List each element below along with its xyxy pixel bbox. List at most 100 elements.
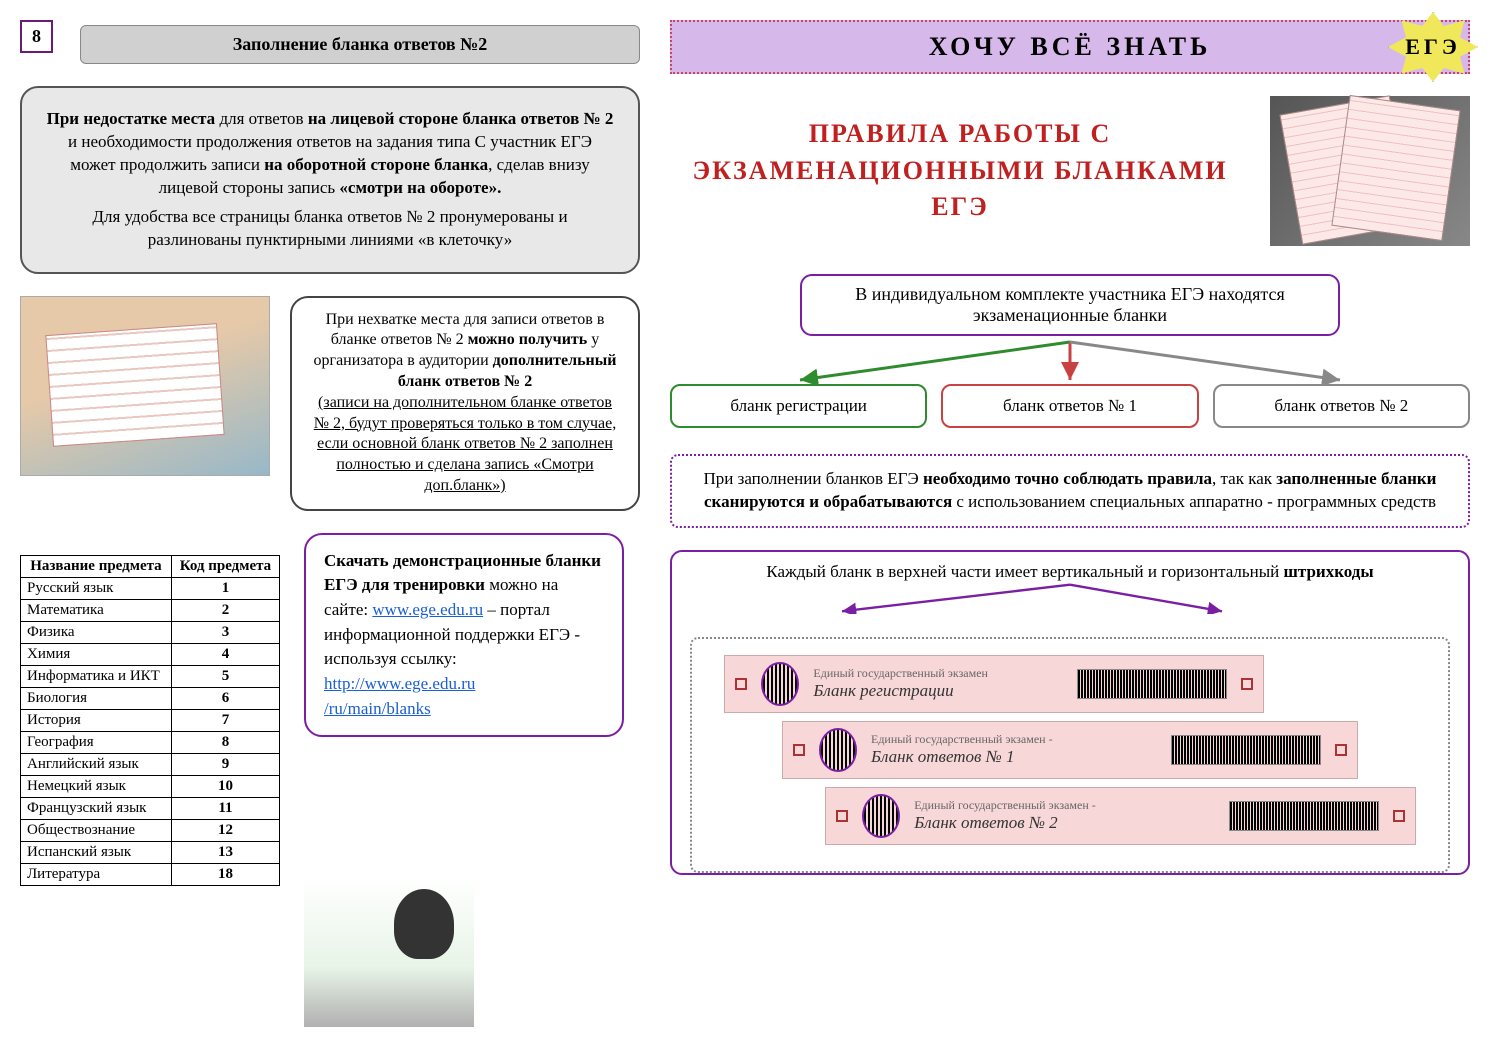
vertical-barcode (761, 662, 799, 706)
node-answers-1: бланк ответов № 1 (941, 384, 1198, 428)
blank-label: Единый государственный экзамен - Бланк о… (871, 732, 1157, 767)
hand-writing-photo (20, 296, 270, 476)
table-row: Немецкий язык10 (21, 775, 280, 797)
subject-code: 1 (171, 577, 279, 599)
blank-strip: Единый государственный экзамен - Бланк о… (825, 787, 1415, 845)
download-box: Скачать демонстрационные бланки ЕГЭ для … (304, 533, 624, 737)
table-row: Французский язык11 (21, 797, 280, 819)
subject-name: Литература (21, 863, 172, 885)
square-marker (793, 744, 805, 756)
text: (записи на дополнительном бланке ответов… (314, 394, 616, 494)
subject-name: Испанский язык (21, 841, 172, 863)
subject-code: 9 (171, 753, 279, 775)
text: на лицевой стороне бланка ответов № 2 (308, 109, 614, 128)
subject-name: Физика (21, 621, 172, 643)
page-number: 8 (20, 20, 53, 53)
subject-code: 4 (171, 643, 279, 665)
lilac-banner: ХОЧУ ВСЁ ЗНАТЬ ЕГЭ (670, 20, 1470, 74)
subject-code: 7 (171, 709, 279, 731)
subject-name: Математика (21, 599, 172, 621)
table-row: Английский язык9 (21, 753, 280, 775)
subject-name: История (21, 709, 172, 731)
subjects-table: Название предмета Код предмета Русский я… (20, 555, 280, 886)
rules-dotted-box: При заполнении бланков ЕГЭ необходимо то… (670, 454, 1470, 528)
text: можно получить (468, 331, 588, 348)
text: Скачать демонстрационные бланки ЕГЭ для … (324, 551, 601, 595)
subject-name: Обществознание (21, 819, 172, 841)
subject-name: География (21, 731, 172, 753)
ege-badge: ЕГЭ (1388, 12, 1478, 82)
table-row: История7 (21, 709, 280, 731)
table-row: Химия4 (21, 643, 280, 665)
right-main-title: ПРАВИЛА РАБОТЫ С ЭКЗАМЕНАЦИОННЫМИ БЛАНКА… (670, 116, 1250, 225)
tree-arrows (670, 340, 1470, 384)
vertical-barcode (862, 794, 900, 838)
table-row: Информатика и ИКТ5 (21, 665, 280, 687)
square-marker (1335, 744, 1347, 756)
barcode-section: Каждый бланк в верхней части имеет верти… (670, 550, 1470, 875)
table-row: География8 (21, 731, 280, 753)
subject-code: 6 (171, 687, 279, 709)
text: При заполнении бланков ЕГЭ (704, 469, 923, 488)
square-marker (836, 810, 848, 822)
text: необходимо точно соблюдать правила (923, 469, 1212, 488)
laptop-woman-photo (304, 877, 474, 1027)
text: на оборотной стороне бланка (264, 155, 488, 174)
banner-text: ХОЧУ ВСЁ ЗНАТЬ (929, 32, 1212, 61)
text: штрихкоды (1284, 562, 1374, 581)
text: При недостатке места (47, 109, 216, 128)
text: с использованием специальных аппаратно -… (952, 492, 1436, 511)
table-row: Литература18 (21, 863, 280, 885)
text: «смотри на обороте». (339, 178, 501, 197)
node-answers-2: бланк ответов № 2 (1213, 384, 1470, 428)
gray-info-box: При недостатке места для ответов на лице… (20, 86, 640, 274)
horizontal-barcode (1077, 669, 1227, 699)
subject-name: Русский язык (21, 577, 172, 599)
left-title-bar: Заполнение бланка ответов №2 (80, 25, 640, 64)
square-marker (1241, 678, 1253, 690)
text: для ответов (215, 109, 308, 128)
subject-code: 3 (171, 621, 279, 643)
subject-code: 11 (171, 797, 279, 819)
table-row: Физика3 (21, 621, 280, 643)
text: Для удобства все страницы бланка ответов… (46, 206, 614, 252)
horizontal-barcode (1171, 735, 1321, 765)
table-header: Название предмета (21, 555, 172, 577)
subject-code: 10 (171, 775, 279, 797)
table-row: Биология6 (21, 687, 280, 709)
square-marker (735, 678, 747, 690)
blank-label: Единый государственный экзамен Бланк рег… (813, 666, 1063, 701)
arrows-down (690, 582, 1450, 614)
vertical-barcode (819, 728, 857, 772)
horizontal-barcode (1229, 801, 1379, 831)
blank-strip: Единый государственный экзамен Бланк рег… (724, 655, 1264, 713)
table-row: Математика2 (21, 599, 280, 621)
subject-name: Химия (21, 643, 172, 665)
node-registration: бланк регистрации (670, 384, 927, 428)
extra-blank-box: При нехватке места для записи ответов в … (290, 296, 640, 511)
blank-label: Единый государственный экзамен - Бланк о… (914, 798, 1214, 833)
subject-name: Немецкий язык (21, 775, 172, 797)
subject-code: 18 (171, 863, 279, 885)
table-row: Испанский язык13 (21, 841, 280, 863)
subject-code: 5 (171, 665, 279, 687)
table-row: Обществознание12 (21, 819, 280, 841)
subject-name: Английский язык (21, 753, 172, 775)
link-ege-blanks-path[interactable]: /ru/main/blanks (324, 699, 431, 718)
subject-name: Биология (21, 687, 172, 709)
subject-name: Информатика и ИКТ (21, 665, 172, 687)
subject-name: Французский язык (21, 797, 172, 819)
square-marker (1393, 810, 1405, 822)
blank-strip: Единый государственный экзамен - Бланк о… (782, 721, 1358, 779)
table-header: Код предмета (171, 555, 279, 577)
text: Каждый бланк в верхней части имеет верти… (766, 562, 1283, 581)
subject-code: 13 (171, 841, 279, 863)
link-ege[interactable]: www.ege.edu.ru (372, 600, 483, 619)
tree-root-box: В индивидуальном комплекте участника ЕГЭ… (800, 274, 1340, 336)
exam-forms-photo (1270, 96, 1470, 246)
subject-code: 12 (171, 819, 279, 841)
table-row: Русский язык1 (21, 577, 280, 599)
link-ege-blanks[interactable]: http://www.ege.edu.ru (324, 674, 475, 693)
text: , так как (1212, 469, 1276, 488)
blank-strips-stack: Единый государственный экзамен Бланк рег… (690, 637, 1450, 873)
